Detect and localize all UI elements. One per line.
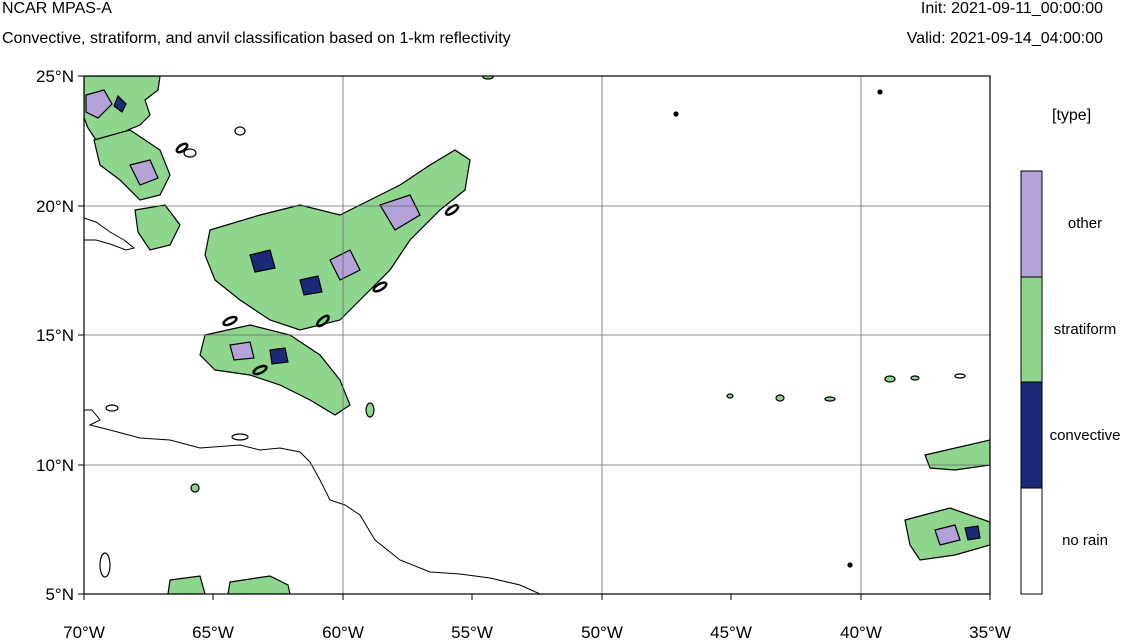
x-tick-label: 35°W [969,623,1011,641]
precipitation-field [84,76,990,594]
legend-swatch-no-rain [1020,487,1043,595]
y-tick-label: 5°N [45,585,74,604]
y-axis-labels: 25°N 20°N 15°N 10°N 5°N [36,67,74,604]
legend-title: [type] [1052,107,1092,124]
x-axis-labels: 70°W 65°W 60°W 55°W 50°W 45°W 40°W 35°W [63,623,1011,641]
x-tick-label: 60°W [322,623,364,641]
x-tick-label: 55°W [451,623,493,641]
init-time: Init: 2021-09-11_00:00:00 [920,0,1103,17]
x-tick-label: 70°W [63,623,105,641]
axis-ticks [78,75,991,600]
x-tick-label: 65°W [192,623,234,641]
coastline [84,217,541,594]
legend-swatch-convective [1020,381,1043,489]
legend-label-other: other [1067,215,1103,232]
legend-label-stratiform: stratiform [1053,321,1117,338]
y-tick-label: 20°N [36,197,74,216]
y-tick-label: 10°N [36,456,74,475]
y-tick-label: 25°N [36,67,74,86]
x-tick-label: 50°W [581,623,623,641]
map-subtitle: Convective, stratiform, and anvil classi… [2,30,511,47]
gridlines [84,76,990,594]
x-tick-label: 45°W [710,623,752,641]
legend-label-no-rain: no rain [1062,532,1108,549]
legend-swatch-other [1020,170,1043,278]
y-tick-label: 15°N [36,326,74,345]
map-title: NCAR MPAS-A [2,0,112,17]
legend-label-convective: convective [1049,427,1121,444]
legend-colorbar [1020,170,1043,595]
valid-time: Valid: 2021-09-14_04:00:00 [906,30,1103,47]
x-tick-label: 40°W [840,623,882,641]
legend-swatch-stratiform [1020,276,1043,383]
